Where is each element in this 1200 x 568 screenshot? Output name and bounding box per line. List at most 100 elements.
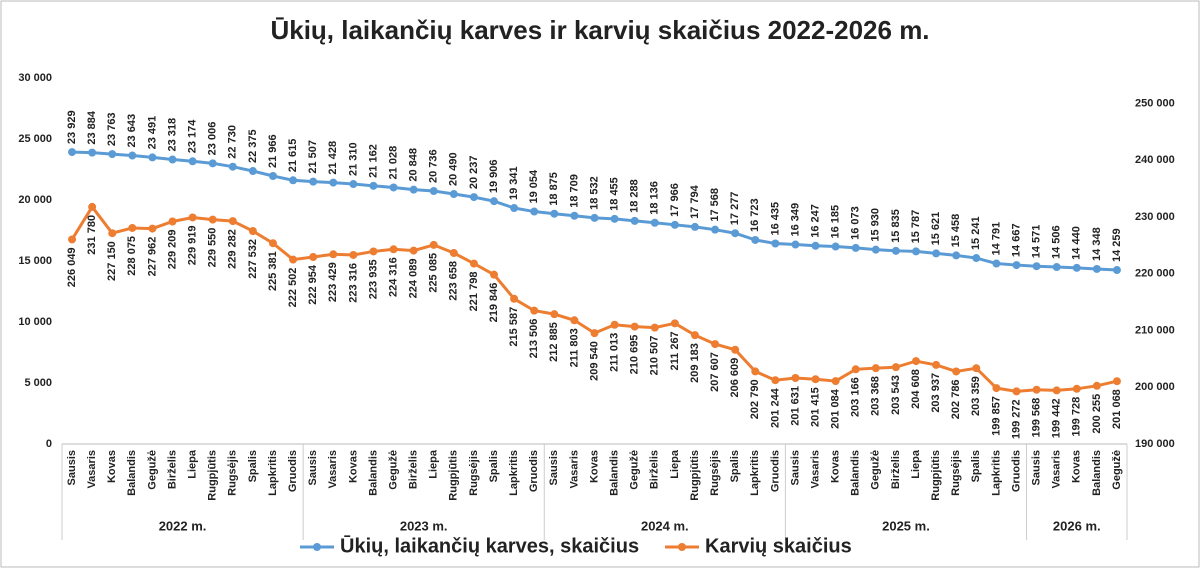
data-label: 20 848 (408, 148, 420, 182)
point (88, 202, 97, 211)
data-label: 23 318 (166, 118, 178, 152)
x-tick-label: Rugsėjis (950, 450, 962, 496)
point (449, 249, 458, 258)
data-label: 224 316 (387, 257, 399, 297)
x-tick-label: Gegužė (387, 450, 399, 490)
data-label: 223 935 (367, 259, 379, 299)
x-tick-label: Lapkritis (267, 450, 279, 496)
data-label: 211 013 (609, 333, 621, 372)
data-label: 203 359 (970, 376, 982, 416)
point (610, 214, 619, 223)
data-label: 18 532 (588, 176, 600, 210)
data-label: 15 835 (890, 209, 902, 243)
point (630, 216, 639, 225)
point (650, 218, 659, 227)
data-label: 211 803 (568, 328, 580, 367)
point (409, 246, 418, 255)
x-tick-label: Vasaris (86, 450, 98, 489)
point (891, 246, 900, 255)
point (1012, 387, 1021, 396)
data-label: 201 084 (830, 388, 842, 429)
x-tick-label: Liepa (669, 449, 681, 479)
data-label: 199 857 (990, 396, 1002, 436)
x-tick-label: Rugsėjis (227, 450, 239, 496)
point (550, 310, 559, 319)
point (268, 239, 277, 248)
data-label: 203 937 (930, 373, 942, 413)
group-label: 2022 m. (159, 518, 207, 533)
legend-marker (313, 543, 321, 551)
data-label: 17 277 (729, 192, 741, 226)
point (550, 209, 559, 218)
x-tick-label: Spalis (488, 450, 500, 482)
data-label: 18 288 (629, 179, 641, 213)
data-label: 215 587 (508, 307, 520, 347)
point (610, 320, 619, 329)
point (1032, 385, 1041, 394)
point (429, 240, 438, 249)
point (469, 259, 478, 268)
data-label: 21 162 (367, 144, 379, 178)
data-label: 14 571 (1030, 225, 1042, 259)
data-label: 199 442 (1051, 398, 1063, 438)
data-label: 209 183 (689, 343, 701, 383)
y2-tick-label: 250 000 (1135, 97, 1175, 109)
x-tick-label: Gruodis (769, 450, 781, 492)
point (811, 241, 820, 250)
data-label: 15 241 (970, 216, 982, 250)
point (1012, 261, 1021, 270)
data-label: 229 919 (187, 225, 199, 265)
point (168, 217, 177, 226)
point (731, 229, 740, 238)
data-label: 225 381 (267, 251, 279, 291)
data-label: 223 429 (327, 262, 339, 302)
data-label: 202 786 (950, 379, 962, 419)
point (570, 316, 579, 325)
point (208, 159, 217, 168)
data-label: 19 906 (488, 159, 500, 193)
y2-tick-label: 200 000 (1135, 381, 1175, 393)
data-label: 222 502 (287, 268, 299, 308)
data-label: 227 962 (146, 237, 158, 277)
x-tick-label: Balandis (367, 450, 379, 496)
point (409, 185, 418, 194)
data-label: 210 507 (649, 336, 661, 376)
x-tick-label: Rugsėjis (468, 450, 480, 496)
point (1092, 381, 1101, 390)
data-label: 17 966 (669, 183, 681, 217)
x-tick-label: Balandis (850, 450, 862, 496)
point (389, 245, 398, 254)
data-label: 20 237 (468, 155, 480, 189)
data-label: 23 763 (106, 112, 118, 146)
data-label: 20 490 (448, 152, 460, 186)
point (1052, 263, 1061, 272)
point (831, 242, 840, 251)
x-tick-label: Gegužė (1111, 450, 1123, 490)
data-label: 201 415 (809, 387, 821, 427)
data-label: 225 085 (428, 253, 440, 293)
data-label: 221 798 (468, 272, 480, 312)
x-tick-label: Spalis (247, 450, 259, 482)
data-label: 224 089 (408, 259, 420, 299)
data-label: 14 348 (1091, 227, 1103, 261)
point (791, 240, 800, 249)
point (88, 148, 97, 157)
point (791, 374, 800, 383)
data-label: 15 621 (930, 212, 942, 246)
point (711, 225, 720, 234)
point (751, 367, 760, 376)
point (188, 213, 197, 222)
point (831, 377, 840, 386)
x-tick-label: Sausis (789, 450, 801, 485)
point (309, 177, 318, 186)
data-label: 18 455 (609, 177, 621, 211)
data-label: 22 375 (247, 129, 259, 163)
point (128, 223, 137, 232)
point (731, 345, 740, 354)
point (389, 183, 398, 192)
y-tick-label: 10 000 (18, 316, 52, 328)
point (1072, 263, 1081, 272)
legend-label: Karvių skaičius (705, 535, 852, 557)
x-tick-label: Gruodis (528, 450, 540, 492)
